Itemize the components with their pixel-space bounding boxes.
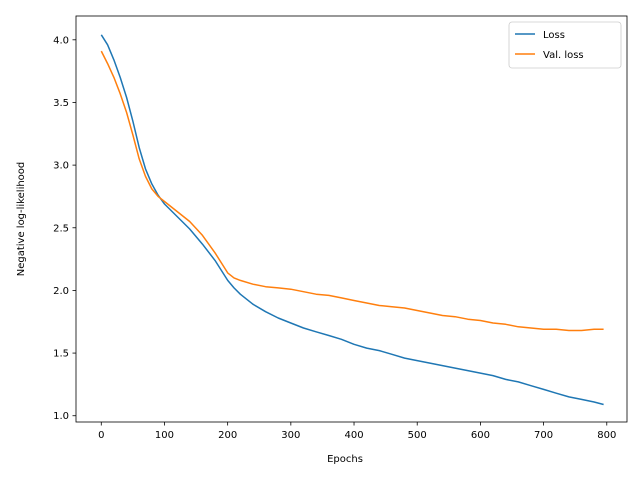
y-tick-label: 4.0 (53, 35, 69, 46)
legend: Loss Val. loss (508, 21, 622, 69)
x-tick-label: 300 (281, 430, 300, 441)
x-tick-label: 600 (471, 430, 490, 441)
series-layer (100, 34, 604, 406)
plot-frame (75, 15, 628, 423)
x-tick-label: 500 (408, 430, 427, 441)
x-tick-label: 100 (155, 430, 174, 441)
x-tick-label: 0 (98, 430, 104, 441)
y-tick-label: 3.5 (53, 98, 69, 109)
legend-label: Loss (543, 30, 565, 41)
x-axis-label: Epochs (327, 454, 363, 465)
y-axis-ticks: 1.0 1.5 2.0 2.5 3.0 3.5 4.0 (53, 35, 76, 422)
series-line-val-loss (100, 50, 604, 332)
legend-label: Val. loss (543, 50, 584, 61)
x-tick-label: 700 (534, 430, 553, 441)
y-tick-label: 1.0 (53, 411, 69, 422)
y-tick-label: 1.5 (53, 349, 69, 360)
x-axis-ticks: 0 100 200 300 400 500 600 700 800 (98, 422, 616, 441)
x-tick-label: 200 (218, 430, 237, 441)
y-tick-label: 3.0 (53, 161, 69, 172)
x-tick-label: 400 (344, 430, 363, 441)
y-tick-label: 2.5 (53, 223, 69, 234)
y-axis-label: Negative log-likelihood (16, 162, 27, 277)
series-line-loss (100, 34, 604, 406)
x-tick-label: 800 (597, 430, 616, 441)
legend-box (508, 21, 622, 69)
y-tick-label: 2.0 (53, 286, 69, 297)
